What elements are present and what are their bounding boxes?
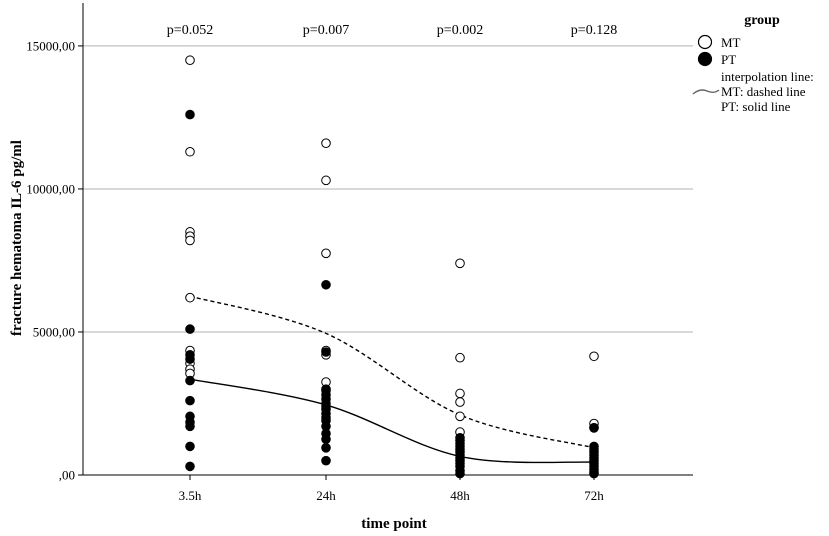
point-pt-24h-0 [321, 279, 331, 290]
legend-interpolation-line [692, 89, 720, 95]
point-mt-3.5h-5 [185, 292, 195, 303]
point-pt-3.5h-8 [185, 421, 195, 432]
grid-lines [83, 45, 693, 333]
x-tick-label-24h: 24h [316, 488, 336, 503]
point-mt-3.5h-4 [185, 235, 195, 246]
point-mt-24h-1 [321, 175, 331, 186]
point-mt-72h-0 [589, 351, 599, 362]
point-pt-3.5h-1 [185, 324, 195, 334]
point-mt-24h-2 [321, 248, 331, 259]
x-tick-label-3.5h: 3.5h [179, 488, 202, 503]
point-mt-3.5h-1 [185, 146, 195, 157]
point-pt-24h-1 [321, 347, 331, 357]
point-pt-24h-14 [321, 443, 331, 453]
axes [82, 3, 693, 476]
legend-mt-marker [697, 34, 713, 50]
y-tick-label-0: ,00 [59, 468, 75, 483]
p-value-label-0: p=0.052 [167, 23, 213, 38]
point-pt-72h-10 [589, 468, 599, 479]
x-tick-label-48h: 48h [450, 488, 470, 503]
point-mt-48h-4 [455, 411, 465, 422]
legend-title: group [744, 13, 780, 28]
legend-pt-marker [697, 51, 713, 67]
legend-mt-dashed-note: MT: dashed line [721, 84, 806, 99]
point-mt-48h-0 [455, 258, 465, 269]
legend-mt-label: MT [721, 35, 741, 50]
legend-pt-solid-note: PT: solid line [721, 99, 791, 114]
p-value-labels: p=0.052 p=0.007 p=0.002 p=0.128 [167, 23, 617, 38]
point-mt-3.5h-0 [185, 55, 195, 66]
point-pt-3.5h-10 [185, 461, 195, 472]
point-mt-48h-1 [455, 352, 465, 363]
interpolation-line-mt [189, 295, 595, 449]
legend-pt-label: PT [721, 52, 736, 67]
y-axis-title: fracture hematoma IL-6 pg/ml [9, 140, 25, 336]
x-tick-labels: 3.5h 24h 48h 72h [179, 475, 604, 503]
point-pt-24h-15 [321, 455, 331, 466]
legend: group MT PT interpolation line: MT: dash… [692, 13, 814, 114]
y-tick-label-3: 15000,00 [26, 38, 75, 53]
y-tick-labels: ,00 5000,00 10000,00 15000,00 [26, 38, 83, 483]
point-mt-48h-2 [455, 388, 465, 399]
legend-interpolation-title: interpolation line: [721, 69, 814, 84]
p-value-label-3: p=0.128 [571, 23, 617, 38]
point-pt-24h-13 [321, 434, 331, 445]
point-pt-72h-0 [589, 423, 599, 433]
p-value-label-1: p=0.007 [303, 23, 349, 38]
point-pt-3.5h-0 [185, 109, 195, 120]
data-points [185, 55, 599, 479]
point-mt-48h-3 [455, 397, 465, 407]
p-value-label-2: p=0.002 [437, 23, 483, 38]
x-tick-label-72h: 72h [584, 488, 604, 503]
point-pt-3.5h-4 [185, 375, 195, 386]
interpolation-lines [189, 295, 595, 464]
point-pt-3.5h-5 [185, 395, 195, 406]
point-pt-3.5h-3 [185, 354, 195, 364]
point-mt-24h-0 [321, 138, 331, 148]
y-tick-label-1: 5000,00 [33, 324, 75, 339]
x-axis-title: time point [361, 516, 426, 532]
point-pt-3.5h-9 [185, 441, 195, 452]
point-pt-48h-12 [455, 468, 465, 479]
interpolation-line-pt [189, 378, 595, 464]
y-tick-label-2: 10000,00 [26, 181, 75, 196]
